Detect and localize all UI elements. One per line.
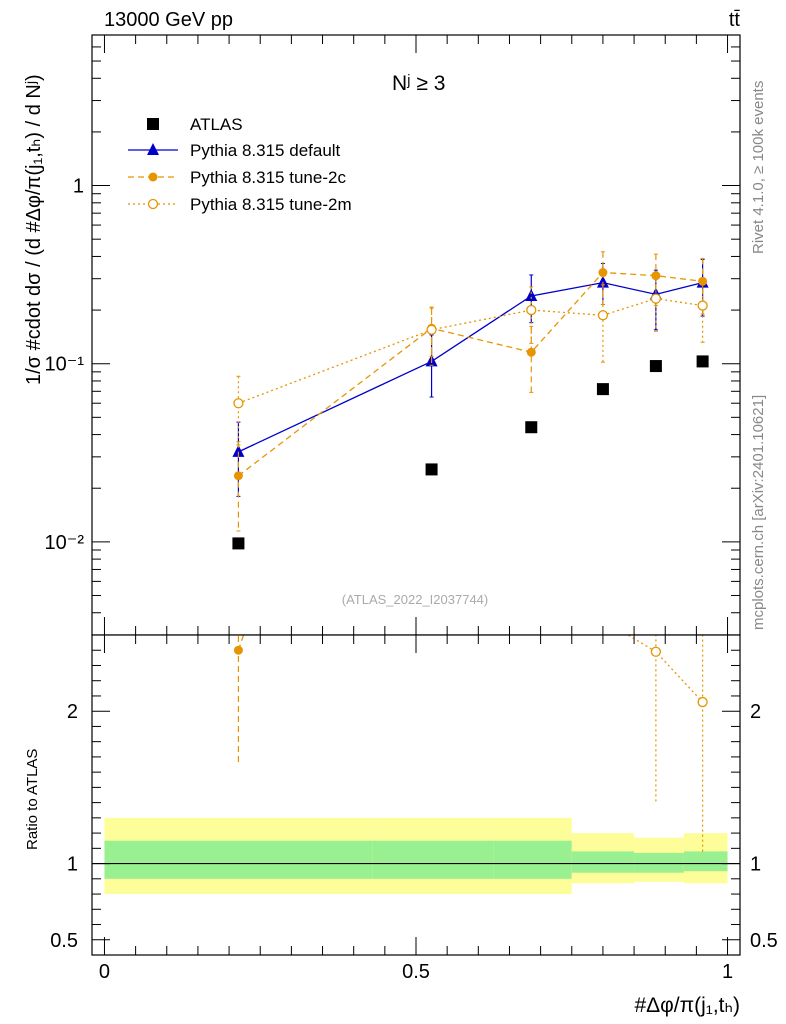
inner-band [372, 840, 494, 879]
rivet-label: Rivet 4.1.0, ≥ 100k events [750, 81, 767, 254]
ratio-axis-ticks: 0.5 0.5 1 1 2 2 [50, 649, 778, 952]
ratio-tick-label-right: 1 [750, 854, 761, 876]
legend: ATLAS Pythia 8.315 default Pythia 8.315 tu… [128, 115, 352, 214]
ratio-series-2 [233, 635, 245, 765]
inner-band [571, 851, 635, 873]
pythia-8-315-default-marker [232, 444, 245, 457]
x-tick-label: 1 [722, 961, 733, 983]
pythia-8-315-tune-2m-marker [697, 300, 708, 311]
atlas-marker [425, 463, 438, 476]
energy-label: 13000 GeV pp [104, 9, 233, 31]
main-panel: 10⁻² 10⁻¹ 1 Nʲ ≥ 3 (ATLAS_2022_I2037744) 1… [23, 34, 741, 636]
legend-label-atlas: ATLAS [190, 115, 243, 134]
pythia-8-315-default-marker [525, 288, 538, 301]
pythia-8-315-default-line [238, 282, 703, 453]
y-axis-label: 1/σ #cdot dσ / (d #Δφ/π(j₁,tₕ) / d Nʲ) [23, 74, 45, 385]
main-series-group [232, 251, 709, 550]
pythia-8-315-tune-2m-marker [597, 310, 609, 321]
legend-pythia-8-315-default-marker [147, 143, 159, 155]
series-0 [232, 355, 709, 550]
x-tick-label: 0 [99, 961, 110, 983]
legend-atlas-marker [147, 118, 159, 130]
analysis-watermark: (ATLAS_2022_I2037744) [342, 592, 488, 607]
pythia-8-315-tune-2c-line [238, 271, 703, 477]
pythia-8-315-tune-2m-ratio-marker [697, 696, 708, 708]
inner-band [493, 840, 572, 879]
ratio-tick-label-right: 2 [750, 701, 761, 723]
ratio-y-label: Ratio to ATLAS [24, 749, 41, 850]
x-tick-label: 0.5 [402, 961, 430, 983]
legend-label-pythia-8-315-tune-2c: Pythia 8.315 tune-2c [190, 168, 346, 187]
series-3 [233, 275, 708, 446]
x-axis-label: #Δφ/π(j₁,tₕ) [634, 994, 740, 1017]
inner-band [634, 852, 684, 873]
pythia-8-315-tune-2c-ratio-marker [233, 645, 243, 655]
legend-label-pythia-8-315-default: Pythia 8.315 default [190, 141, 341, 160]
atlas-marker [649, 360, 662, 373]
atlas-marker [232, 537, 245, 550]
y-tick-label: 10⁻² [45, 532, 85, 554]
inner-band [683, 851, 728, 872]
y-tick-label: 1 [73, 176, 84, 198]
pythia-8-315-tune-2m-marker [526, 304, 537, 316]
pythia-8-315-default-marker [596, 275, 609, 288]
pythia-8-315-tune-2m-marker [233, 398, 244, 409]
atlas-marker [525, 421, 538, 434]
pythia-8-315-tune-2m-marker [650, 293, 662, 304]
pythia-8-315-tune-2c-marker [526, 347, 536, 357]
legend-pythia-8-315-tune-2c-marker [148, 172, 158, 182]
ratio-tick-label: 2 [67, 701, 78, 723]
pythia-8-315-tune-2m-marker [426, 324, 437, 335]
legend-label-pythia-8-315-tune-2m: Pythia 8.315 tune-2m [190, 195, 352, 214]
mcplots-label: mcplots.cern.ch [arXiv:2401.10621] [750, 395, 767, 630]
process-label: tt̄ [729, 9, 741, 31]
ratio-series-group [233, 635, 708, 855]
atlas-marker [696, 355, 709, 368]
atlas-marker [596, 383, 609, 396]
ratio-tick-label-right: 0.5 [750, 930, 778, 952]
chart-title: Nʲ ≥ 3 [392, 72, 445, 95]
y-tick-label: 10⁻¹ [45, 354, 85, 376]
ratio-tick-label: 1 [67, 854, 78, 876]
main-axis-ticks: 10⁻² 10⁻¹ 1 [45, 34, 740, 636]
x-axis-ticks: 0 0.5 1 [99, 35, 733, 983]
ratio-uncertainty-bands [92, 817, 740, 895]
ratio-tick-label: 0.5 [50, 930, 78, 952]
legend-pythia-8-315-tune-2m-marker [147, 198, 159, 210]
ratio-series-3 [626, 635, 708, 855]
ratio-panel: 0.5 0.5 1 1 2 2 Ratio to ATLAS [24, 634, 778, 956]
pythia-8-315-tune-2c-marker [233, 471, 243, 481]
pythia-8-315-tune-2m-ratio-marker [650, 646, 662, 657]
pythia-8-315-tune-2c-marker [598, 268, 608, 278]
inner-band [104, 840, 373, 879]
